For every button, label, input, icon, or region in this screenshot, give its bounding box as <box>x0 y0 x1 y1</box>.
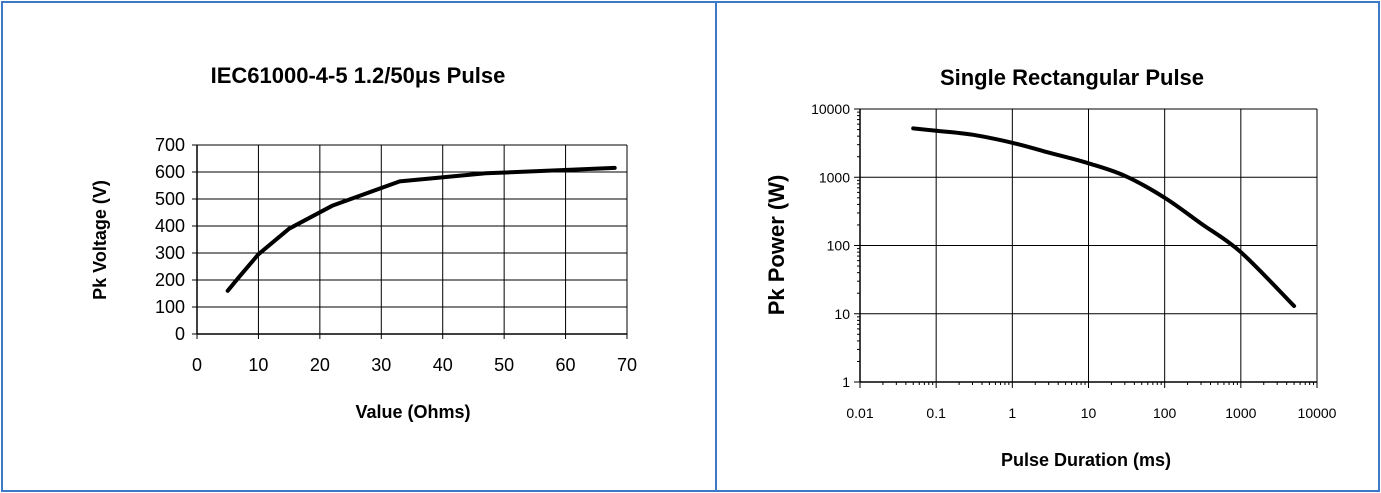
x-tick-label: 0 <box>192 355 202 375</box>
x-tick-label: 50 <box>494 355 514 375</box>
x-tick-label: 10000 <box>1298 405 1337 421</box>
x-tick-label: 100 <box>1153 405 1177 421</box>
x-tick-label: 30 <box>371 355 391 375</box>
x-tick-labels: 0.01 0.1 1 10 100 1000 10000 <box>846 405 1336 421</box>
series-line <box>911 126 1297 308</box>
chart-rectangular-pulse: Single Rectangular Pulse 0.01 0.1 1 10 100 10… <box>764 65 1337 470</box>
y-axis-title: Pk Power (W) <box>764 175 789 316</box>
x-tick-label: 20 <box>310 355 330 375</box>
x-tick-label: 70 <box>617 355 637 375</box>
y-tick-label: 600 <box>155 162 185 182</box>
right-panel-border <box>715 1 1380 492</box>
chart-pulse-voltage: IEC61000-4-5 1.2/50μs Pulse 0 10 20 30 40 50 6… <box>90 63 637 422</box>
chart-title: IEC61000-4-5 1.2/50μs Pulse <box>211 63 506 88</box>
x-tick-label: 0.1 <box>926 405 946 421</box>
x-tick-label: 1 <box>1008 405 1016 421</box>
y-tick-label: 100 <box>155 297 185 317</box>
y-tick-label: 700 <box>155 135 185 155</box>
y-tick-label: 1 <box>842 374 850 390</box>
y-tick-label: 10 <box>834 306 850 322</box>
y-tick-label: 0 <box>175 324 185 344</box>
y-tick-labels: 0 100 200 300 400 500 600 700 <box>155 135 185 344</box>
y-tick-label: 300 <box>155 243 185 263</box>
y-tick-label: 500 <box>155 189 185 209</box>
grid <box>197 144 628 334</box>
x-tick-label: 60 <box>556 355 576 375</box>
axes <box>854 108 1318 388</box>
y-tick-label: 200 <box>155 270 185 290</box>
x-tick-label: 40 <box>433 355 453 375</box>
y-tick-labels: 1 10 100 1000 10000 <box>811 101 850 390</box>
y-tick-label: 100 <box>827 238 851 254</box>
y-tick-label: 1000 <box>819 169 850 185</box>
x-axis-title: Value (Ohms) <box>355 402 470 422</box>
x-tick-label: 0.01 <box>846 405 873 421</box>
y-tick-label: 400 <box>155 216 185 236</box>
series-line <box>225 165 617 293</box>
chart-title: Single Rectangular Pulse <box>940 65 1204 90</box>
y-axis-title: Pk Voltage (V) <box>90 180 110 300</box>
x-tick-label: 1000 <box>1225 405 1256 421</box>
x-tick-label: 10 <box>1081 405 1097 421</box>
x-axis-title: Pulse Duration (ms) <box>1001 450 1171 470</box>
grid <box>860 108 1318 382</box>
x-tick-label: 10 <box>248 355 268 375</box>
axes <box>192 144 628 339</box>
x-tick-labels: 0 10 20 30 40 50 60 70 <box>192 355 637 375</box>
y-tick-label: 10000 <box>811 101 850 117</box>
